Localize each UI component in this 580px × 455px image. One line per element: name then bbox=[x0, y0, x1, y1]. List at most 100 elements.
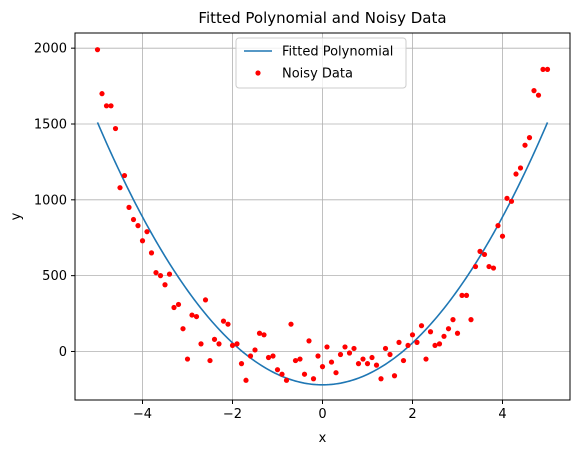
y-axis-label: y bbox=[9, 212, 24, 220]
y-tick-label: 500 bbox=[42, 269, 67, 284]
data-point bbox=[468, 317, 474, 323]
data-point bbox=[526, 135, 533, 141]
data-point bbox=[220, 318, 227, 324]
data-point bbox=[256, 330, 263, 336]
data-point bbox=[405, 342, 411, 349]
x-tick-label: 2 bbox=[408, 407, 416, 422]
data-point bbox=[288, 321, 294, 327]
data-point bbox=[423, 356, 429, 362]
data-point bbox=[144, 229, 150, 235]
data-point bbox=[139, 238, 146, 244]
data-point bbox=[193, 313, 200, 320]
data-point bbox=[270, 353, 276, 359]
data-point bbox=[166, 271, 173, 277]
data-point bbox=[445, 326, 452, 332]
data-point bbox=[135, 222, 141, 229]
data-point bbox=[121, 172, 128, 179]
data-point bbox=[216, 341, 222, 347]
data-point bbox=[540, 66, 546, 72]
data-point bbox=[337, 351, 344, 358]
data-point bbox=[369, 354, 375, 361]
data-point bbox=[360, 356, 366, 362]
data-point bbox=[94, 47, 101, 53]
x-tick-label: 0 bbox=[318, 407, 326, 422]
data-point bbox=[261, 332, 267, 338]
data-point bbox=[207, 357, 213, 364]
data-point bbox=[333, 370, 339, 376]
data-point bbox=[454, 330, 461, 336]
data-point bbox=[198, 341, 204, 347]
data-point bbox=[279, 371, 285, 377]
data-point bbox=[418, 323, 425, 329]
data-point bbox=[274, 367, 281, 373]
data-point bbox=[364, 361, 371, 367]
x-tick-label: −2 bbox=[223, 407, 242, 422]
data-point bbox=[297, 356, 303, 362]
data-point bbox=[382, 345, 389, 352]
data-point bbox=[117, 185, 123, 191]
data-point bbox=[373, 362, 380, 368]
data-point bbox=[486, 263, 492, 270]
data-point bbox=[378, 376, 384, 382]
data-point bbox=[243, 377, 249, 383]
legend: Fitted Polynomial Noisy Data bbox=[235, 37, 407, 89]
data-point bbox=[283, 377, 290, 383]
axis-ticks: −4 −2 0 2 4 0 500 1000 1500 2000 bbox=[34, 42, 507, 422]
data-point bbox=[315, 353, 321, 359]
data-point bbox=[310, 376, 317, 382]
y-tick-label: 0 bbox=[59, 345, 67, 360]
data-point bbox=[481, 251, 488, 258]
data-point bbox=[441, 333, 447, 339]
legend-box bbox=[235, 37, 407, 89]
legend-marker-dot bbox=[255, 70, 261, 76]
data-point bbox=[238, 361, 245, 367]
data-point bbox=[112, 125, 119, 132]
y-tick-label: 1500 bbox=[34, 117, 67, 132]
data-point bbox=[108, 103, 114, 109]
data-point bbox=[531, 88, 537, 94]
data-point bbox=[342, 344, 348, 350]
data-point bbox=[522, 142, 528, 148]
data-point bbox=[103, 103, 110, 109]
y-tick-label: 2000 bbox=[34, 42, 67, 57]
data-point bbox=[346, 350, 353, 356]
data-point bbox=[153, 270, 159, 276]
data-point bbox=[234, 341, 240, 347]
data-point bbox=[351, 345, 357, 352]
data-point bbox=[513, 171, 519, 177]
data-point bbox=[508, 198, 515, 204]
data-point bbox=[247, 353, 254, 359]
data-point bbox=[265, 354, 272, 361]
data-point bbox=[517, 165, 524, 171]
data-point bbox=[306, 338, 312, 344]
data-point bbox=[391, 373, 398, 379]
data-point bbox=[396, 339, 402, 345]
data-point bbox=[463, 292, 470, 298]
legend-label: Noisy Data bbox=[282, 67, 353, 82]
data-point bbox=[175, 301, 182, 308]
data-point bbox=[477, 248, 483, 254]
y-tick-label: 1000 bbox=[34, 193, 67, 208]
data-point bbox=[387, 351, 393, 358]
data-point bbox=[229, 342, 236, 349]
data-point bbox=[180, 326, 186, 332]
data-point bbox=[414, 339, 420, 345]
legend-label: Fitted Polynomial bbox=[282, 45, 393, 60]
data-point bbox=[162, 282, 168, 288]
data-point bbox=[436, 341, 443, 347]
data-point bbox=[544, 66, 551, 72]
x-tick-label: 4 bbox=[498, 407, 506, 422]
data-point bbox=[184, 356, 191, 362]
data-point bbox=[99, 91, 105, 97]
data-point bbox=[459, 292, 465, 298]
data-point bbox=[400, 357, 407, 364]
data-point bbox=[504, 195, 510, 201]
data-point bbox=[171, 304, 177, 311]
data-point bbox=[328, 359, 335, 365]
data-point bbox=[157, 273, 164, 279]
series-line-fitted-polynomial bbox=[96, 122, 549, 386]
data-point bbox=[409, 332, 416, 338]
data-point bbox=[126, 204, 132, 211]
data-point bbox=[450, 317, 456, 323]
